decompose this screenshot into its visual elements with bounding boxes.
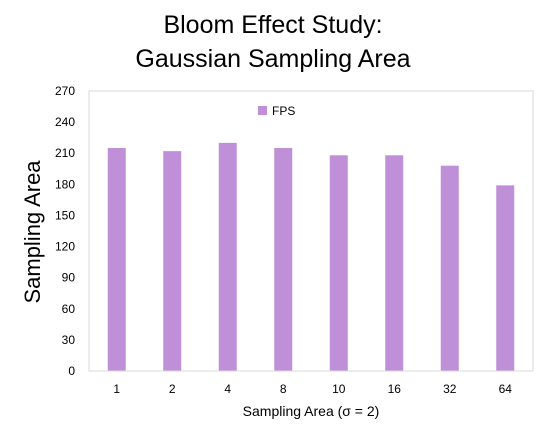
chart-title-line-2: Gaussian Sampling Area	[135, 45, 411, 73]
y-tick-label: 180	[55, 177, 75, 191]
y-axis-ticks: 0 30 60 90 120 150 180 210 240 270	[55, 84, 75, 378]
x-tick-label: 8	[280, 382, 287, 396]
bar-2	[163, 151, 182, 371]
bars	[107, 142, 515, 371]
y-tick-label: 270	[55, 84, 75, 98]
y-tick-label: 240	[55, 115, 75, 129]
legend: FPS	[258, 104, 295, 118]
bar-64	[496, 185, 515, 371]
y-tick-label: 60	[62, 302, 76, 316]
x-tick-label: 64	[499, 382, 513, 396]
bar-4	[218, 142, 237, 371]
x-tick-label: 4	[224, 382, 231, 396]
y-tick-label: 0	[68, 364, 75, 378]
x-tick-label: 32	[443, 382, 457, 396]
bar-8	[274, 148, 293, 371]
bar-10	[329, 155, 348, 371]
legend-label-fps: FPS	[272, 104, 295, 118]
plot-frame	[88, 90, 534, 372]
chart-title-line-1: Bloom Effect Study:	[163, 11, 383, 39]
y-tick-label: 120	[55, 240, 75, 254]
x-tick-label: 2	[169, 382, 176, 396]
x-tick-label: 1	[113, 382, 120, 396]
bar-32	[440, 165, 459, 371]
y-tick-label: 210	[55, 146, 75, 160]
x-tick-label: 10	[332, 382, 346, 396]
bar-16	[385, 155, 404, 371]
x-axis-ticks: 1 2 4 8 10 16 32 64	[113, 382, 512, 396]
x-tick-label: 16	[388, 382, 402, 396]
bar-1	[107, 148, 126, 371]
y-tick-label: 30	[62, 333, 76, 347]
y-tick-label: 150	[55, 208, 75, 222]
x-axis-label: Sampling Area (σ = 2)	[243, 403, 380, 419]
y-axis-label: Sampling Area	[20, 160, 45, 304]
legend-swatch	[258, 106, 267, 115]
y-tick-label: 90	[62, 271, 76, 285]
